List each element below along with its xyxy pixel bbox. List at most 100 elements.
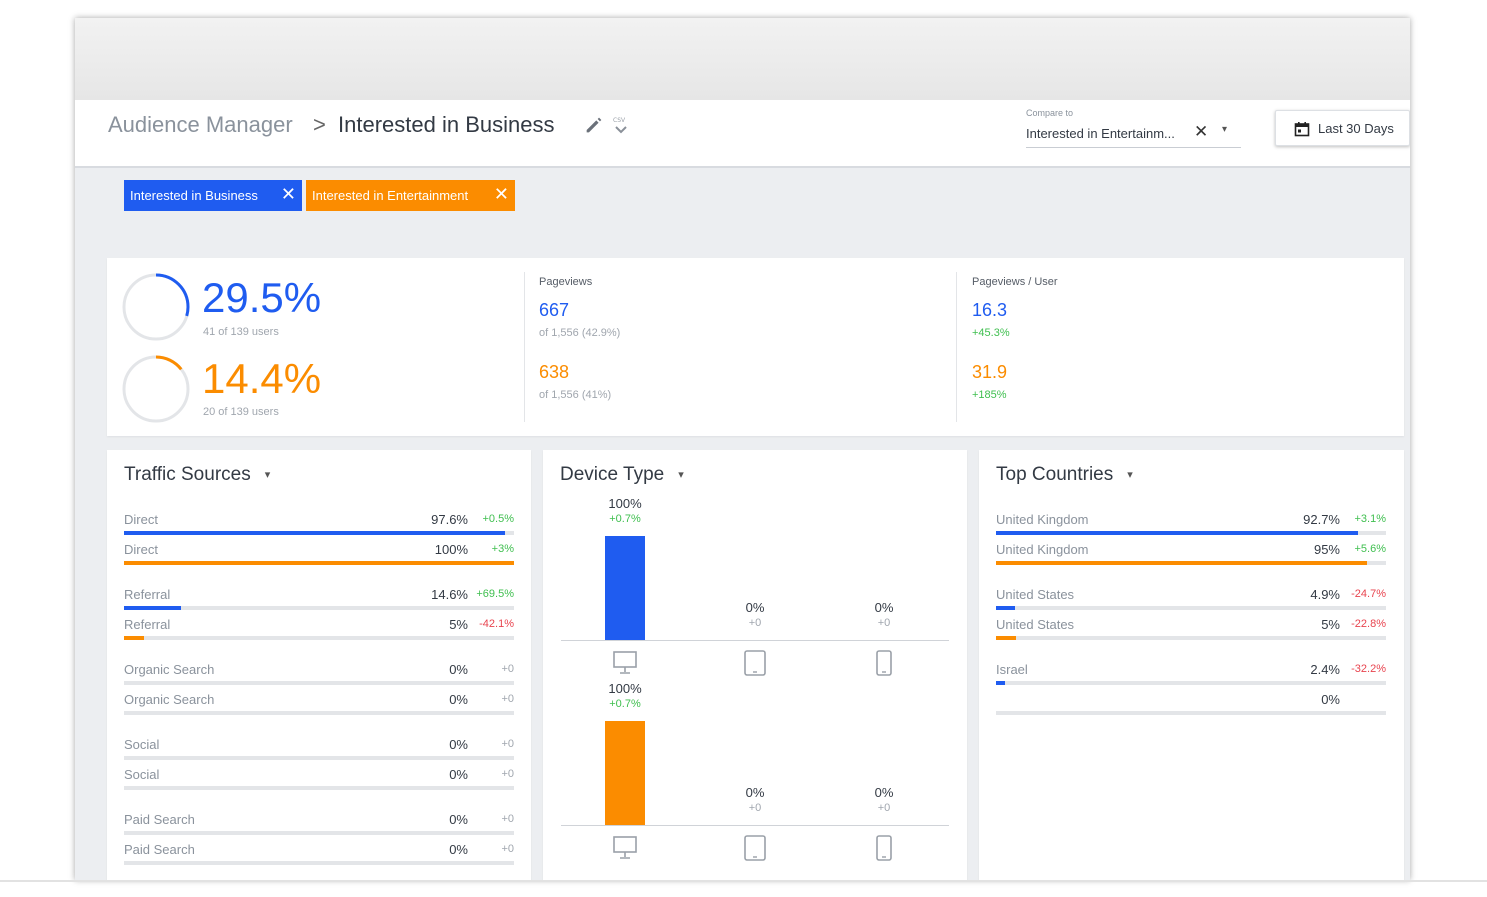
traffic-row-change: +0 [501, 768, 514, 780]
traffic-row-name: Referral [124, 617, 171, 632]
close-icon[interactable]: ✕ [280, 184, 296, 204]
page-title: Interested in Business [338, 112, 555, 137]
pencil-icon[interactable] [583, 114, 605, 136]
divider [956, 272, 957, 422]
traffic-row[interactable]: Paid Search 0% +0 [124, 842, 514, 865]
country-row-percentage: 4.9% [1310, 587, 1340, 602]
device-bar-change: +0 [748, 617, 762, 629]
country-row[interactable]: United Kingdom 92.7% +3.1% [996, 512, 1387, 535]
chevron-down-icon: ▾ [1127, 469, 1133, 482]
traffic-row[interactable]: Organic Search 0% +0 [124, 662, 514, 685]
segment-chip-business[interactable]: Interested in Business ✕ [124, 180, 302, 211]
country-row[interactable]: United Kingdom 95% +5.6% [996, 542, 1387, 565]
page-header: Audience Manager > Interested in Busines… [75, 100, 1410, 168]
traffic-row[interactable]: Referral 14.6% +69.5% [124, 587, 514, 610]
traffic-row-bar-track [124, 711, 514, 715]
country-row-change: +5.6% [1354, 543, 1387, 555]
country-row-bar-track [996, 561, 1386, 565]
date-range-label: Last 30 Days [1318, 121, 1394, 136]
device-bar-percentage: 0% [745, 600, 765, 615]
country-row-change: -22.8% [1351, 618, 1386, 630]
csv-download-icon[interactable]: CSV [611, 114, 631, 138]
compare-to-select[interactable]: Compare to Interested in Entertainm... ✕… [1026, 106, 1241, 148]
traffic-sources-dropdown[interactable]: Traffic Sources ▾ [124, 464, 270, 486]
country-row[interactable]: Israel 2.4% -32.2% [996, 662, 1386, 685]
desktop-icon [613, 836, 637, 859]
country-row[interactable]: 0% [996, 692, 1386, 715]
traffic-row-name: Social [124, 767, 160, 782]
traffic-row-change: -42.1% [479, 618, 514, 630]
chevron-down-icon[interactable]: ▾ [1222, 124, 1228, 135]
desktop-icon [613, 651, 637, 674]
traffic-row-percentage: 0% [449, 692, 468, 707]
traffic-row-bar-track [124, 756, 514, 760]
date-range-button[interactable]: Last 30 Days [1275, 110, 1410, 146]
country-row[interactable]: United States 4.9% -24.7% [996, 587, 1386, 610]
country-row-percentage: 92.7% [1303, 512, 1340, 527]
traffic-row-bar-track [124, 861, 514, 865]
traffic-row[interactable]: Paid Search 0% +0 [124, 812, 514, 835]
device-bar-percentage: 100% [608, 496, 642, 511]
browser-top-bar [75, 18, 1410, 100]
country-row-bar-fill [996, 531, 1358, 535]
device-chart-baseline [561, 640, 949, 641]
close-icon[interactable]: ✕ [493, 184, 509, 204]
traffic-row[interactable]: Social 0% +0 [124, 767, 514, 790]
divider [524, 272, 525, 422]
country-row-change: +3.1% [1354, 513, 1387, 525]
traffic-row[interactable]: Organic Search 0% +0 [124, 692, 514, 715]
traffic-row-name: Social [124, 737, 160, 752]
traffic-row[interactable]: Referral 5% -42.1% [124, 617, 514, 640]
segment-chip-entertainment[interactable]: Interested in Entertainment ✕ [306, 180, 515, 211]
country-row-change: -32.2% [1351, 663, 1386, 675]
country-row-percentage: 5% [1321, 617, 1340, 632]
device-bar-desktop[interactable] [605, 536, 645, 640]
traffic-row-change: +0 [501, 738, 514, 750]
app-window: Audience Manager > Interested in Busines… [75, 18, 1410, 880]
top-countries-dropdown[interactable]: Top Countries ▾ [996, 464, 1133, 486]
traffic-row-name: Paid Search [124, 842, 195, 857]
traffic-row-name: Organic Search [124, 692, 215, 707]
device-bar-change: +0 [748, 802, 762, 814]
traffic-row[interactable]: Direct 100% +3% [124, 542, 514, 565]
traffic-row-change: +0 [501, 843, 514, 855]
traffic-row-name: Paid Search [124, 812, 195, 827]
traffic-row-change: +0.5% [482, 513, 515, 525]
country-row-bar-fill [996, 606, 1016, 610]
svg-text:CSV: CSV [613, 117, 626, 124]
traffic-row-name: Organic Search [124, 662, 215, 677]
country-row-bar-fill [996, 636, 1016, 640]
traffic-row[interactable]: Direct 97.6% +0.5% [124, 512, 515, 535]
pageviews-label: Pageviews [539, 276, 593, 288]
breadcrumb-separator: > [313, 112, 326, 137]
pageviews-user-value-1: 16.3 [972, 300, 1008, 320]
breadcrumb-root-link[interactable]: Audience Manager [108, 112, 293, 137]
traffic-row-bar-fill [124, 531, 505, 535]
device-bar-change: +0 [877, 617, 891, 629]
traffic-row[interactable]: Social 0% +0 [124, 737, 514, 760]
segment-chip-label: Interested in Entertainment [312, 188, 469, 203]
country-row-change: -24.7% [1351, 588, 1386, 600]
tablet-icon [744, 650, 766, 676]
traffic-row-percentage: 0% [449, 737, 468, 752]
device-bar-desktop[interactable] [605, 721, 645, 825]
device-bar-change: +0.7% [609, 513, 641, 525]
traffic-row-bar-track [124, 606, 514, 610]
traffic-row-name: Direct [124, 542, 158, 557]
calendar-icon [1294, 122, 1310, 137]
country-row-bar-track [996, 681, 1386, 685]
traffic-row-change: +3% [491, 543, 514, 555]
segment2-percentage: 14.4% [202, 355, 322, 402]
country-row[interactable]: United States 5% -22.8% [996, 617, 1386, 640]
clear-compare-icon[interactable]: ✕ [1194, 122, 1209, 141]
device-type-dropdown[interactable]: Device Type ▾ [560, 464, 684, 486]
traffic-row-name: Direct [124, 512, 158, 527]
country-row-name: Israel [996, 662, 1028, 677]
device-type-title: Device Type [560, 464, 665, 485]
traffic-row-bar-fill [124, 636, 144, 640]
traffic-row-bar-track [124, 786, 514, 790]
pageviews-user-change-2: +185% [972, 389, 1007, 401]
pageviews-sub-1: of 1,556 (42.9%) [539, 327, 621, 339]
traffic-row-change: +0 [501, 813, 514, 825]
country-row-percentage: 95% [1313, 542, 1340, 557]
